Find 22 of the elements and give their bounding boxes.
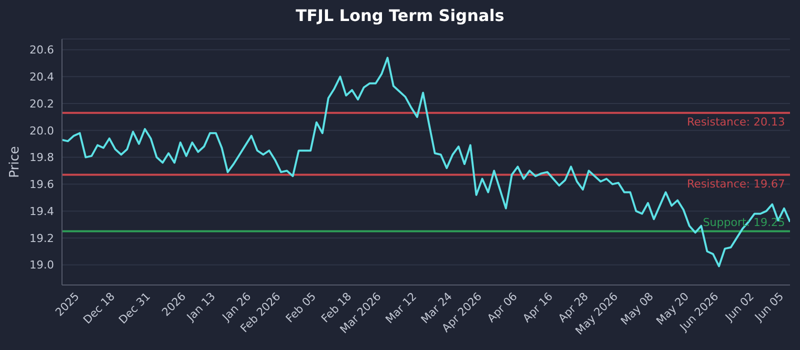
x-tick-label: Apr 16 bbox=[520, 290, 556, 325]
y-tick-label: 19.4 bbox=[30, 204, 54, 218]
y-tick-label: 20.6 bbox=[30, 44, 54, 57]
x-tick-label: Mar 12 bbox=[383, 290, 420, 326]
y-tick-label: 19.0 bbox=[30, 258, 54, 272]
x-tick-label: Jan 13 bbox=[184, 290, 218, 324]
ref-line-label: Resistance: 19.67 bbox=[687, 178, 785, 191]
y-tick-label: 20.2 bbox=[30, 97, 54, 110]
y-tick-label: 19.6 bbox=[30, 178, 54, 192]
x-tick-label: Apr 06 bbox=[484, 290, 520, 325]
y-tick-label: 19.8 bbox=[30, 151, 54, 164]
y-tick-label: 19.2 bbox=[30, 232, 54, 245]
x-tick-label: Jun 05 bbox=[752, 290, 786, 324]
x-tick-label: Feb 05 bbox=[283, 290, 319, 326]
chart-title: TFJL Long Term Signals bbox=[294, 6, 506, 25]
x-tick-label: Dec 18 bbox=[80, 290, 118, 327]
line-series bbox=[62, 56, 790, 268]
ref-line-label: Resistance: 20.13 bbox=[687, 116, 785, 129]
y-axis-title: Price bbox=[8, 146, 23, 178]
y-tick-label: 20.0 bbox=[30, 124, 54, 138]
y-tick-label: 20.4 bbox=[30, 70, 54, 84]
x-tick-label: Dec 31 bbox=[116, 290, 153, 327]
